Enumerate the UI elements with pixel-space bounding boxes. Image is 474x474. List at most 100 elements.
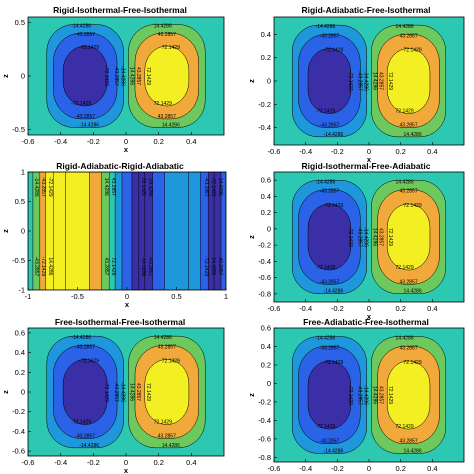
contour-label: -43.2857 xyxy=(147,257,153,277)
contour-label: 14.4286 xyxy=(404,289,422,295)
contour-label: 14.4286 xyxy=(396,179,414,185)
contour-label: 43.2857 xyxy=(400,33,418,39)
y-tick-label: -0.2 xyxy=(258,397,271,406)
contour-label: 14.4286 xyxy=(162,122,180,128)
contour-label: 43.2857 xyxy=(400,439,418,445)
x-tick-label: 0 xyxy=(124,137,128,146)
y-tick-label: 0.4 xyxy=(15,348,25,357)
contour-label: 43.2857 xyxy=(110,178,116,196)
contour-label: -72.1429 xyxy=(316,109,336,115)
right-contour-3 xyxy=(386,360,431,430)
contour-label: -43.2857 xyxy=(320,33,340,39)
contour-label: -14.4286 xyxy=(71,335,91,341)
contour-label: -72.1429 xyxy=(203,257,209,277)
panel-5: -14.4286-14.4286-14.4286-43.2857-43.2857… xyxy=(1,327,225,474)
y-axis-label: z xyxy=(1,229,10,233)
contour-label: -43.2857 xyxy=(113,382,119,402)
panel-2: -14.4286-14.4286-14.4286-43.2857-43.2857… xyxy=(247,16,465,164)
contour-label: -43.2857 xyxy=(320,279,340,285)
contour-label: -72.1429 xyxy=(40,257,46,277)
contour-label: 43.2857 xyxy=(103,257,109,275)
contour-label: 72.1429 xyxy=(162,45,180,51)
contour-label: -72.1429 xyxy=(47,177,53,197)
x-tick-label: -1 xyxy=(25,292,32,301)
contour-label: -14.4286 xyxy=(79,443,99,449)
left-contour-3 xyxy=(62,45,108,107)
y-axis-label: z xyxy=(247,79,256,83)
contour-band xyxy=(188,172,201,290)
panel-4: -14.4286-14.4286-14.4286-43.2857-43.2857… xyxy=(247,171,465,321)
contour-label: -43.2857 xyxy=(320,123,340,129)
x-tick-label: -0.4 xyxy=(54,458,67,467)
y-tick-label: -0.8 xyxy=(258,289,271,298)
x-tick-label: -0.6 xyxy=(268,464,281,473)
contour-label: -72.1429 xyxy=(324,360,344,366)
x-tick-label: 0 xyxy=(125,292,129,301)
contour-label: 43.2857 xyxy=(400,123,418,129)
contour-label: 72.1429 xyxy=(387,386,393,404)
x-tick-label: -0.5 xyxy=(71,292,84,301)
contour-label: -72.1429 xyxy=(71,101,91,107)
x-tick-label: 0.4 xyxy=(186,458,196,467)
y-tick-label: 0 xyxy=(21,227,25,236)
x-axis-label: x xyxy=(124,466,129,474)
panel-4-title: Rigid-Isothermal-Free-Adiabatic xyxy=(302,161,431,171)
contour-label: -43.2857 xyxy=(356,385,362,405)
contour-band xyxy=(65,172,90,290)
y-tick-label: 0 xyxy=(267,379,271,388)
contour-band xyxy=(89,172,102,290)
contour-band xyxy=(220,172,226,290)
contour-label: -72.1429 xyxy=(79,45,99,51)
left-contour-3 xyxy=(62,359,108,425)
x-tick-label: 0 xyxy=(367,464,371,473)
x-tick-label: 0.2 xyxy=(395,304,405,313)
contour-band xyxy=(53,172,66,290)
right-contour-3 xyxy=(386,48,431,114)
contour-label: -14.4286 xyxy=(324,132,344,138)
contour-label: -43.2857 xyxy=(40,177,46,197)
right-contour-3 xyxy=(386,203,431,271)
x-axis-label: x xyxy=(124,145,129,154)
y-tick-label: -0.5 xyxy=(12,256,25,265)
x-tick-label: -0.6 xyxy=(268,304,281,313)
contour-label: -43.2857 xyxy=(356,227,362,247)
panel-1-title: Rigid-Isothermal-Free-Isothermal xyxy=(53,5,187,15)
x-tick-label: -0.4 xyxy=(299,464,312,473)
plot-area: -14.4286-43.2857-43.2857-72.1429-72.1429… xyxy=(28,172,226,290)
x-axis-label: x xyxy=(367,472,372,474)
contour-label: -14.4286 xyxy=(316,179,336,185)
x-tick-label: 0.2 xyxy=(395,147,405,156)
contour-label: 14.4286 xyxy=(210,257,216,275)
x-tick-label: -0.4 xyxy=(299,304,312,313)
contour-label: 72.1429 xyxy=(404,47,422,53)
y-tick-label: 0.5 xyxy=(15,18,25,27)
contour-label: 43.2857 xyxy=(158,434,176,440)
contour-label: 43.2857 xyxy=(400,345,418,351)
contour-label: 14.4286 xyxy=(371,72,377,90)
x-tick-label: 0.4 xyxy=(427,304,437,313)
contour-label: -43.2857 xyxy=(113,66,119,86)
y-tick-label: 0.6 xyxy=(15,328,25,337)
contour-label: 43.2857 xyxy=(378,72,384,90)
y-tick-label: 0.4 xyxy=(261,342,271,351)
right-contour-3 xyxy=(144,45,190,107)
contour-label: 14.4286 xyxy=(154,24,172,30)
contour-label: 72.1429 xyxy=(404,203,422,209)
x-axis-label: x xyxy=(367,312,372,321)
contour-label: -14.4286 xyxy=(316,24,336,30)
contour-label: 43.2857 xyxy=(217,257,223,275)
contour-label: -43.2857 xyxy=(356,71,362,91)
contour-label: -72.1429 xyxy=(103,66,109,86)
contour-label: 14.4286 xyxy=(103,178,109,196)
contour-label: 72.1429 xyxy=(145,67,151,85)
plot-area: -14.4286-14.4286-14.4286-43.2857-43.2857… xyxy=(28,328,224,456)
contour-label: -43.2857 xyxy=(320,439,340,445)
y-tick-label: 0.2 xyxy=(261,53,271,62)
contour-label: -72.1429 xyxy=(316,424,336,430)
y-tick-label: 0.2 xyxy=(15,368,25,377)
contour-label: 72.1429 xyxy=(396,424,414,430)
right-contour-3 xyxy=(144,359,190,425)
x-axis-label: x xyxy=(367,155,372,164)
x-tick-label: 0.2 xyxy=(395,464,405,473)
